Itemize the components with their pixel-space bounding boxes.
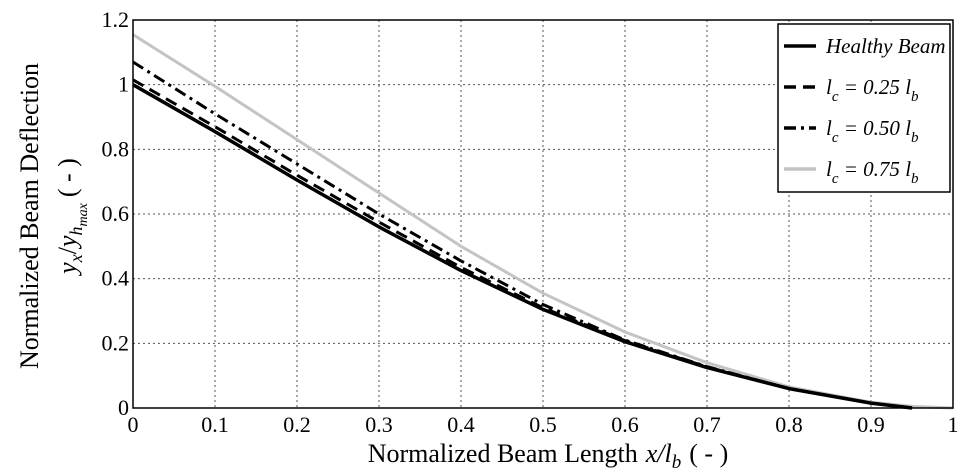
x-tick-label: 0.1 [201,412,229,437]
y-tick-label: 1 [118,72,129,97]
x-axis-unit: ( - ) [689,439,728,468]
axis-ticks: 0 0.1 0.2 0.3 0.4 0.5 0.6 0.7 0.8 0.9 1 0 0.2 0.4 0.6 0… [102,7,959,437]
legend-label: lc = 0.25 lb [826,75,919,105]
x-axis-math-sub: b [672,452,682,471]
x-tick-label: 0.2 [283,412,311,437]
x-tick-label: 0.3 [365,412,393,437]
legend-label: Healthy Beam [825,34,946,58]
y-tick-label: 0.8 [102,136,130,161]
y-tick-label: 1.2 [102,7,130,32]
plot-frame [132,19,954,409]
x-tick-label: 0.6 [611,412,639,437]
y-tick-label: 0 [118,395,129,420]
x-tick-label: 0 [128,412,139,437]
legend: Healthy Beam lc = 0.25 lb lc = 0.50 lb lc =… [777,23,951,193]
x-tick-label: 0.4 [447,412,475,437]
legend-label: lc = 0.50 lb [826,116,919,146]
series-line [132,78,913,410]
series-lines [132,33,954,410]
x-tick-label: 0.5 [529,412,557,437]
series-line [132,83,913,410]
x-tick-label: 0.9 [857,412,885,437]
x-axis-math: x/l [645,439,672,468]
y-tick-label: 0.2 [102,330,130,355]
y-axis-math: yx/yhmax( - ) [53,158,91,277]
y-axis-label: Normalized Beam Deflection [15,63,44,369]
legend-label: lc = 0.75 lb [826,157,919,187]
series-line [132,60,913,410]
y-tick-label: 0.6 [102,201,130,226]
x-tick-label: 1 [948,412,959,437]
x-axis-title: Normalized Beam Length x/lb ( - ) [368,439,729,471]
x-axis-label: Normalized Beam Length [368,439,638,468]
grid-lines [133,20,953,408]
y-axis-title: Normalized Beam Deflection [15,63,44,369]
x-tick-label: 0.8 [775,412,803,437]
x-tick-label: 0.7 [693,412,721,437]
legend-box [777,23,951,193]
y-tick-label: 0.4 [102,266,130,291]
